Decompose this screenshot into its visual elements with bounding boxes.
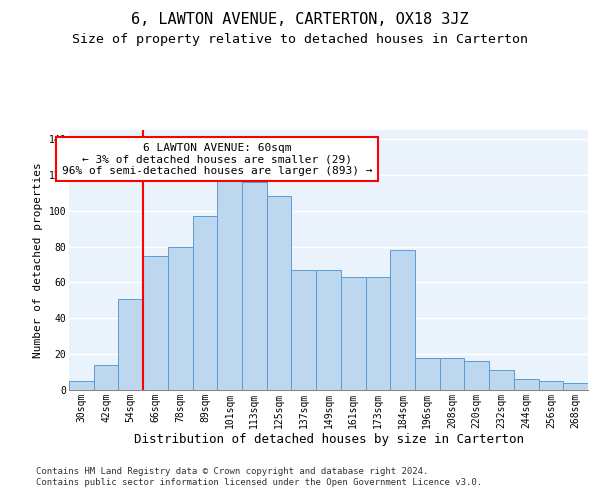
Bar [118, 298, 143, 390]
Text: Size of property relative to detached houses in Carterton: Size of property relative to detached ho… [72, 32, 528, 46]
Bar [168, 246, 193, 390]
Bar [514, 379, 539, 390]
Bar [563, 383, 588, 390]
Text: 6, LAWTON AVENUE, CARTERTON, OX18 3JZ: 6, LAWTON AVENUE, CARTERTON, OX18 3JZ [131, 12, 469, 28]
Y-axis label: Number of detached properties: Number of detached properties [33, 162, 43, 358]
Text: Contains HM Land Registry data © Crown copyright and database right 2024.
Contai: Contains HM Land Registry data © Crown c… [36, 468, 482, 487]
Bar [217, 178, 242, 390]
Bar [143, 256, 168, 390]
Bar [341, 277, 365, 390]
Bar [292, 270, 316, 390]
Bar [440, 358, 464, 390]
Bar [316, 270, 341, 390]
Bar [464, 362, 489, 390]
Bar [365, 277, 390, 390]
Bar [94, 365, 118, 390]
Text: Distribution of detached houses by size in Carterton: Distribution of detached houses by size … [134, 432, 524, 446]
Bar [193, 216, 217, 390]
Bar [415, 358, 440, 390]
Bar [69, 381, 94, 390]
Bar [489, 370, 514, 390]
Bar [390, 250, 415, 390]
Text: 6 LAWTON AVENUE: 60sqm
← 3% of detached houses are smaller (29)
96% of semi-deta: 6 LAWTON AVENUE: 60sqm ← 3% of detached … [62, 142, 373, 176]
Bar [539, 381, 563, 390]
Bar [267, 196, 292, 390]
Bar [242, 182, 267, 390]
